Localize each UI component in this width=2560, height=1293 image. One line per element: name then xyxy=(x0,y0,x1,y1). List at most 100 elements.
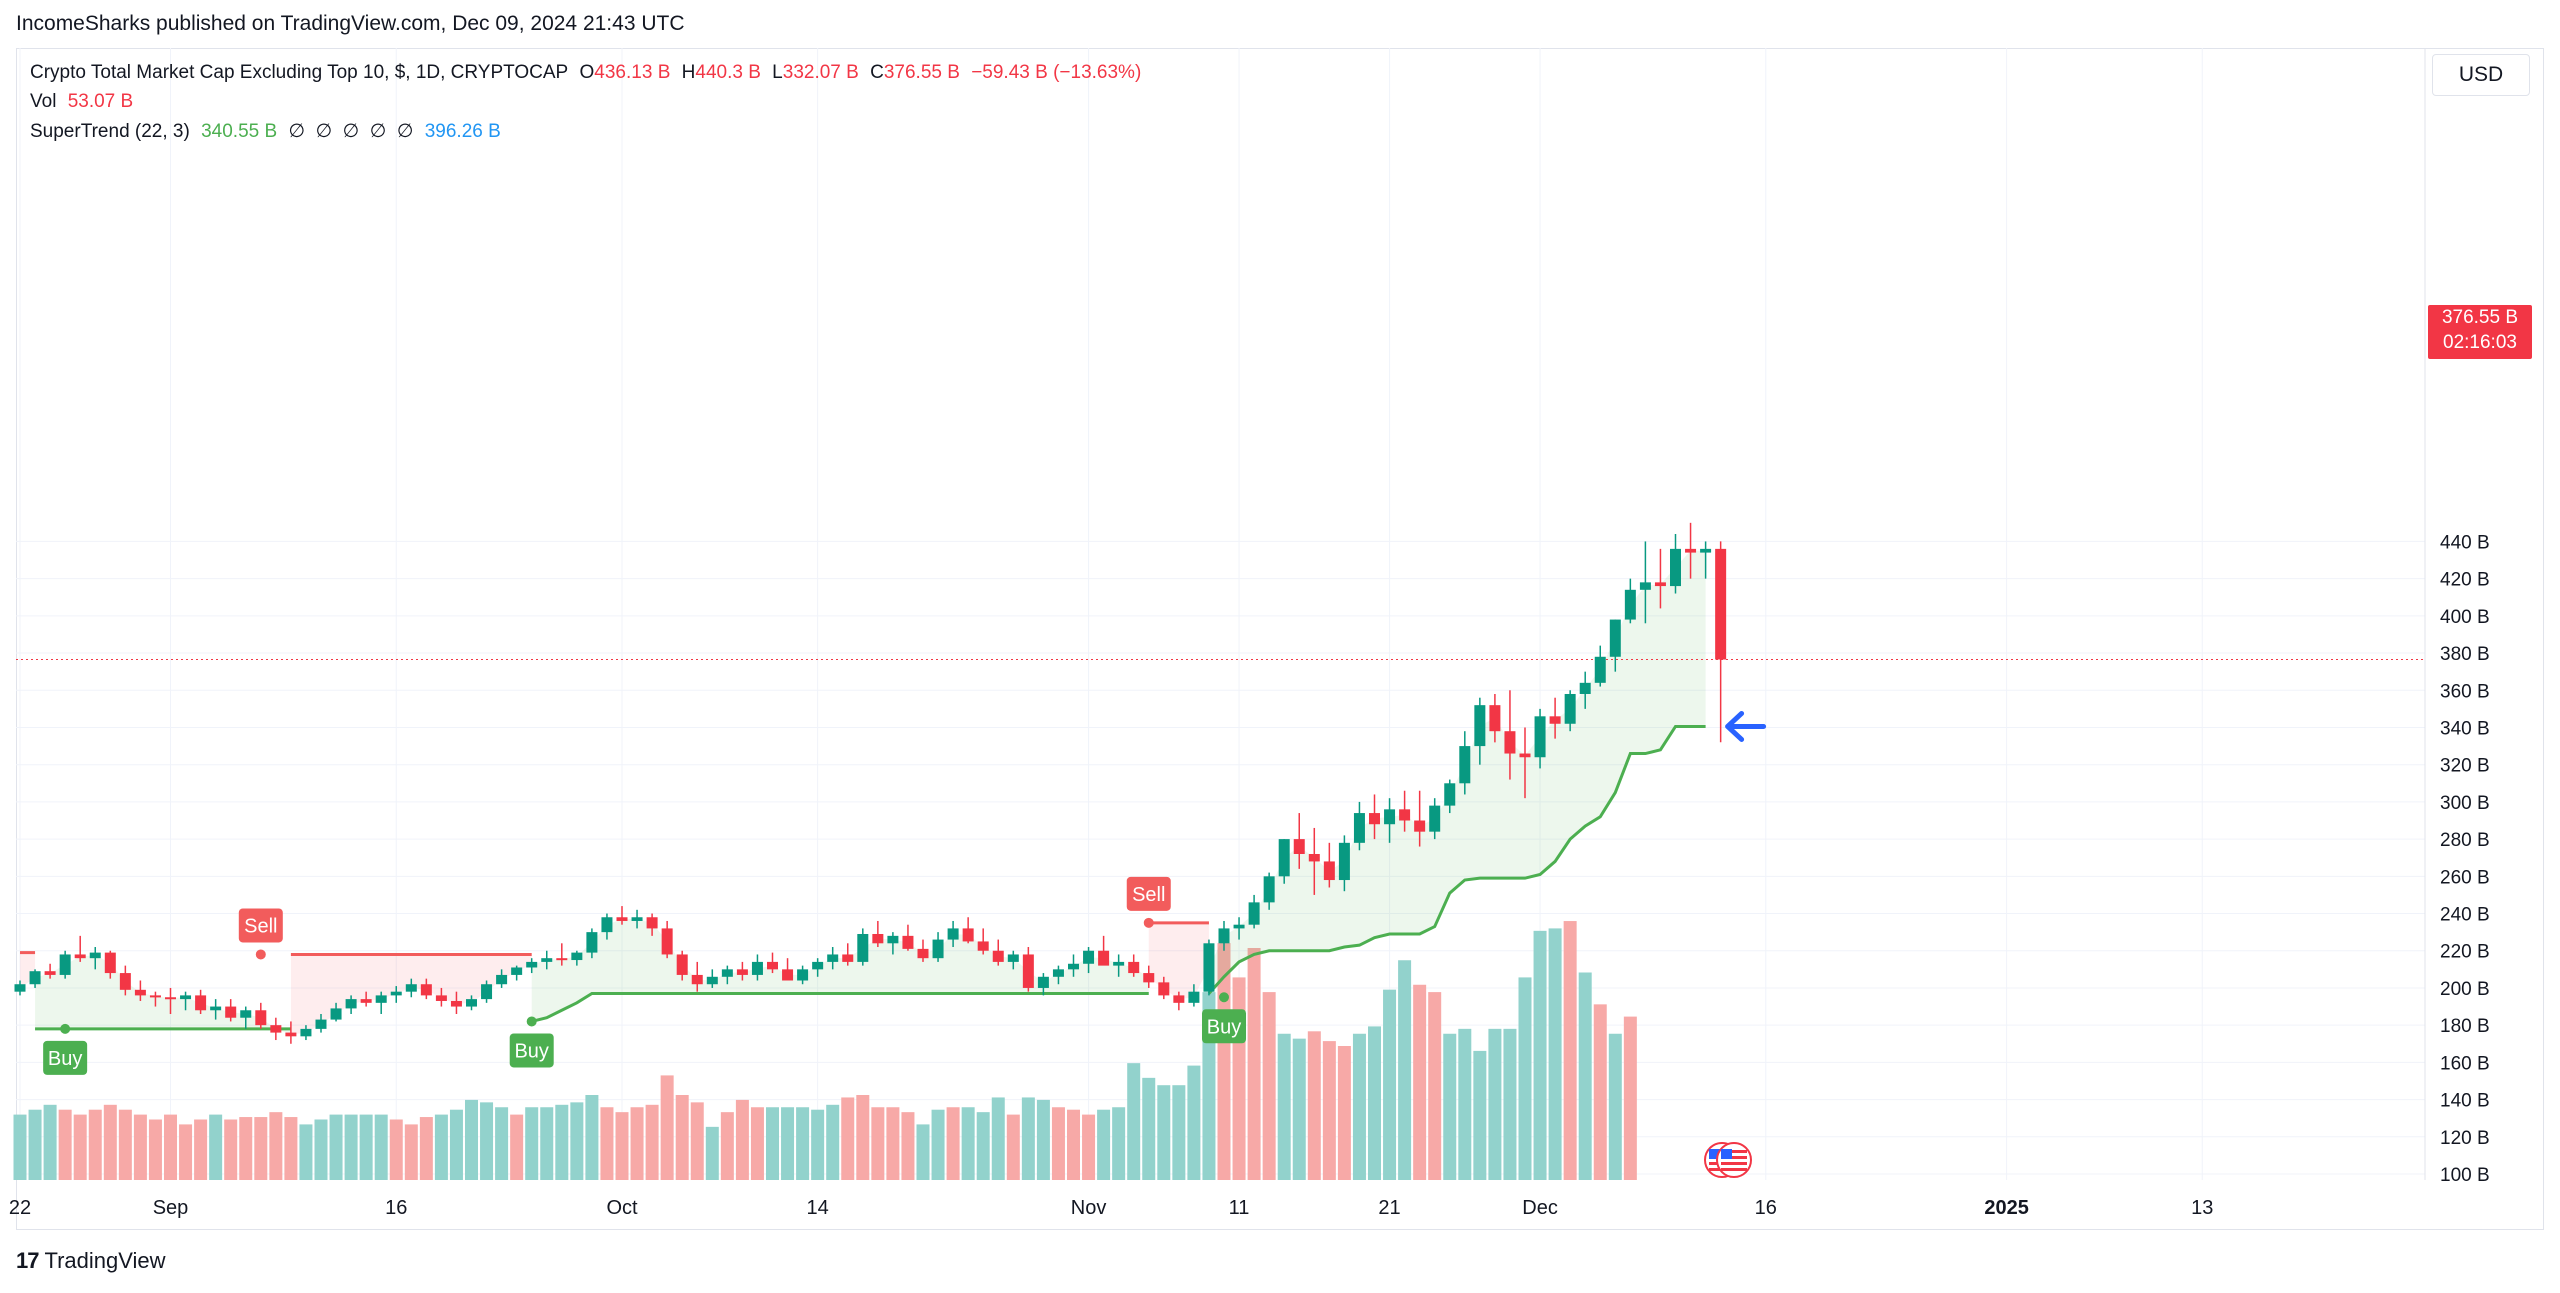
volume-bar xyxy=(434,1114,448,1180)
candle-body xyxy=(180,995,192,1000)
volume-bar xyxy=(1097,1109,1111,1180)
tradingview-logo-icon: 17 xyxy=(16,1248,40,1273)
candle-body xyxy=(1218,928,1230,944)
x-tick-label: 14 xyxy=(807,1197,829,1219)
candle-body xyxy=(1278,839,1290,877)
legend-change: −59.43 B (−13.63%) xyxy=(971,62,1142,83)
candle-body xyxy=(782,969,794,981)
volume-bar xyxy=(1337,1046,1351,1180)
volume-bar xyxy=(1443,1033,1457,1180)
volume-bar xyxy=(449,1109,463,1180)
candle-body xyxy=(601,917,613,933)
volume-bar xyxy=(480,1102,494,1180)
candle-body xyxy=(1173,995,1185,1003)
candle-body xyxy=(1384,809,1396,825)
volume-bar xyxy=(1548,928,1562,1180)
candle-body xyxy=(691,974,703,985)
x-tick-label: 2025 xyxy=(1984,1197,2029,1219)
candle-body xyxy=(1353,813,1365,843)
volume-bar xyxy=(1292,1038,1306,1180)
candle-body xyxy=(1369,813,1380,825)
candle-body xyxy=(556,958,568,961)
candle-body xyxy=(887,935,899,944)
volume-bar xyxy=(58,1109,72,1180)
volume-bar xyxy=(705,1126,719,1180)
y-tick-label: 380 B xyxy=(2440,644,2490,665)
volume-bar xyxy=(991,1097,1005,1180)
y-tick-label: 320 B xyxy=(2440,756,2490,777)
candle-body xyxy=(134,989,146,996)
volume-bar xyxy=(239,1117,253,1180)
signal-dot xyxy=(1219,992,1229,1003)
candle-body xyxy=(962,928,974,942)
volume-bar xyxy=(1413,984,1427,1180)
tradingview-brand[interactable]: 17 TradingView xyxy=(16,1248,166,1274)
candle-body xyxy=(1489,705,1501,732)
candle-body xyxy=(1338,842,1350,881)
volume-bar xyxy=(359,1114,373,1180)
legend-volume[interactable]: Vol 53.07 B xyxy=(30,91,139,113)
volume-bar xyxy=(133,1114,147,1180)
candle-body xyxy=(1128,961,1140,974)
currency-button[interactable]: USD xyxy=(2432,54,2530,96)
legend-open-label: O xyxy=(579,62,595,83)
candle-body xyxy=(1308,853,1320,862)
last-price-tag: 376.55 B 02:16:03 xyxy=(2428,305,2532,359)
candle-body xyxy=(1414,820,1426,832)
volume-bar xyxy=(1503,1028,1517,1180)
candle-body xyxy=(240,1010,252,1018)
volume-bar xyxy=(13,1114,27,1180)
volume-bar xyxy=(103,1104,117,1180)
volume-label: Vol xyxy=(30,91,57,112)
volume-bar xyxy=(1533,930,1547,1180)
candle-body xyxy=(842,954,854,962)
y-tick-label: 340 B xyxy=(2440,718,2490,739)
volume-bar xyxy=(1082,1114,1096,1180)
candle-body xyxy=(165,997,176,1000)
candle-body xyxy=(1158,982,1170,996)
legend-supertrend[interactable]: SuperTrend (22, 3) 340.55 B ∅ ∅ ∅ ∅ ∅ 39… xyxy=(30,120,507,143)
candle-body xyxy=(1564,693,1576,724)
volume-bar xyxy=(1352,1033,1366,1180)
candle-body xyxy=(420,984,432,996)
candle-body xyxy=(767,961,778,970)
candle-body xyxy=(1534,716,1546,758)
volume-bar xyxy=(766,1107,779,1180)
candle-body xyxy=(1203,943,1215,992)
volume-bar xyxy=(660,1075,674,1180)
candle-body xyxy=(586,932,598,953)
signal-badge xyxy=(509,1033,554,1068)
signal-badge xyxy=(43,1040,88,1075)
volume-bar xyxy=(931,1109,945,1180)
candle-body xyxy=(1549,716,1561,724)
volume-bar xyxy=(1067,1109,1080,1180)
volume-bar xyxy=(118,1109,132,1180)
signal-dot xyxy=(255,949,266,960)
volume-bar xyxy=(1473,1050,1487,1180)
candle-body xyxy=(44,971,56,975)
volume-bar xyxy=(179,1124,193,1180)
candle-body xyxy=(616,917,628,921)
volume-bar xyxy=(901,1112,915,1180)
volume-bar xyxy=(1127,1063,1141,1180)
volume-bar xyxy=(690,1102,704,1180)
volume-bar xyxy=(1021,1097,1035,1180)
volume-bar xyxy=(1051,1107,1065,1180)
candle-body xyxy=(405,984,417,992)
volume-bar xyxy=(254,1117,268,1180)
x-tick-label: Dec xyxy=(1522,1197,1558,1219)
volume-bar xyxy=(1322,1041,1336,1180)
volume-bar xyxy=(1217,943,1231,1180)
supertrend-fill xyxy=(531,919,1149,1022)
candle-body xyxy=(225,1006,237,1018)
candle-body xyxy=(300,1028,312,1037)
volume-bar xyxy=(585,1095,599,1180)
y-tick-label: 420 B xyxy=(2440,570,2490,591)
supertrend-down-value: 396.26 B xyxy=(424,121,501,142)
volume-bar xyxy=(1368,1026,1381,1180)
volume-bar xyxy=(600,1107,614,1180)
candle-body xyxy=(736,969,748,975)
volume-bar xyxy=(555,1104,569,1180)
supertrend-fill xyxy=(290,954,532,1035)
